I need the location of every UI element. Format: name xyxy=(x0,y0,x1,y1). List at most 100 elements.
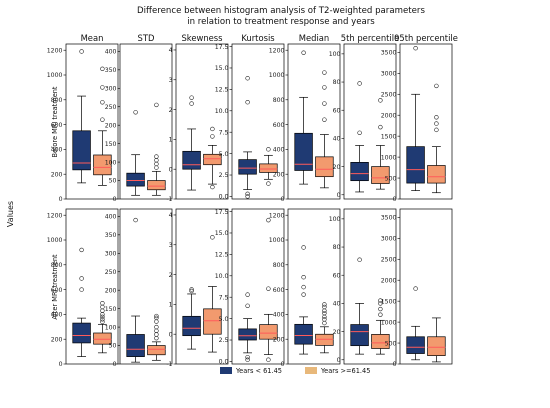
flier-point xyxy=(154,165,159,170)
box xyxy=(427,165,446,184)
flier-point xyxy=(154,158,159,163)
flier-point xyxy=(100,85,105,90)
panel-frame xyxy=(343,208,397,365)
y-tick-label: 2 xyxy=(169,107,173,114)
flier-point xyxy=(189,101,194,106)
flier-point xyxy=(322,304,327,310)
flier-point xyxy=(357,130,362,135)
y-tick-label: 2000 xyxy=(381,112,397,119)
box xyxy=(238,328,257,341)
box xyxy=(350,324,369,347)
panel-title: Median xyxy=(299,33,329,43)
panel-title: 5th percentile xyxy=(341,33,399,43)
y-tick-label: 17.5 xyxy=(215,209,229,216)
flier-point xyxy=(434,127,439,133)
box xyxy=(371,166,390,184)
flier-point xyxy=(100,312,105,317)
flier-point xyxy=(378,98,383,103)
y-tick-label: 150 xyxy=(105,306,117,313)
y-tick-label: 60 xyxy=(333,107,341,114)
panel-frame xyxy=(399,43,453,200)
flier-point xyxy=(357,81,362,86)
y-tick-label: 100 xyxy=(105,324,117,331)
flier-point xyxy=(154,313,159,319)
y-tick-label: 80 xyxy=(333,244,341,251)
flier-point xyxy=(301,284,306,290)
y-tick-label: 0.0 xyxy=(219,194,229,201)
flier-point xyxy=(322,310,327,316)
row-label-after: After MRI treatment xyxy=(51,254,59,320)
y-tick-label: 0 xyxy=(281,196,285,203)
flier-point xyxy=(378,124,383,130)
flier-point xyxy=(154,154,159,159)
y-tick-label: 400 xyxy=(273,312,285,319)
flier-point xyxy=(322,117,327,122)
y-tick-label: 4 xyxy=(169,47,173,54)
box xyxy=(72,130,91,171)
box xyxy=(126,172,145,187)
y-tick-label: 200 xyxy=(51,171,63,178)
y-tick-label: 12.5 xyxy=(215,252,229,259)
flier-point xyxy=(133,110,138,115)
flier-point xyxy=(245,194,250,199)
box xyxy=(315,156,334,178)
y-tick-label: 1200 xyxy=(269,212,285,219)
flier-point xyxy=(100,317,105,322)
legend-swatch-young xyxy=(220,367,232,374)
y-tick-label: 2.5 xyxy=(219,172,229,179)
flier-point xyxy=(301,275,306,280)
y-tick-label: 50 xyxy=(109,343,117,350)
flier-point xyxy=(154,332,159,337)
flier-point xyxy=(245,292,250,297)
flier-point xyxy=(154,161,159,167)
flier-point xyxy=(245,191,250,197)
y-tick-label: 1000 xyxy=(269,237,285,244)
y-tick-label: 20 xyxy=(333,164,341,171)
flier-point xyxy=(154,335,159,341)
y-tick-label: -1 xyxy=(166,361,172,368)
y-tick-label: 17.5 xyxy=(215,44,229,51)
y-tick-label: 4 xyxy=(169,212,173,219)
panel-frame xyxy=(65,43,119,200)
y-tick-label: 350 xyxy=(105,67,117,74)
y-tick-label: 400 xyxy=(273,147,285,154)
y-tick-label: 0 xyxy=(113,361,117,368)
flier-point xyxy=(378,312,383,317)
box xyxy=(72,322,91,344)
panel-frame xyxy=(231,43,285,200)
panel-frame xyxy=(119,43,173,200)
y-tick-label: 7.5 xyxy=(219,294,229,301)
y-tick-label: 600 xyxy=(273,287,285,294)
y-tick-label: 10.0 xyxy=(215,108,229,115)
row-label-before: Before MRI treatment xyxy=(51,86,59,157)
y-tick-label: 0 xyxy=(337,192,341,199)
box xyxy=(259,163,278,173)
flier-point xyxy=(210,126,215,132)
y-tick-label: 12.5 xyxy=(215,87,229,94)
flier-point xyxy=(378,298,383,303)
y-tick-label: 1 xyxy=(169,302,173,309)
legend-label-old: Years >=61.45 xyxy=(320,367,370,375)
y-tick-label: 250 xyxy=(105,104,117,111)
y-tick-label: 2.5 xyxy=(219,337,229,344)
y-tick-label: 100 xyxy=(329,51,341,58)
flier-point xyxy=(79,247,84,253)
flier-point xyxy=(100,319,105,325)
y-tick-label: 1200 xyxy=(269,47,285,54)
box xyxy=(406,146,425,184)
box xyxy=(427,336,446,356)
y-tick-label: 300 xyxy=(105,250,117,257)
y-tick-label: 60 xyxy=(333,272,341,279)
box xyxy=(350,162,369,182)
y-tick-label: 2 xyxy=(169,272,173,279)
panel-frame xyxy=(399,208,453,365)
flier-point xyxy=(154,324,159,330)
y-tick-label: 1000 xyxy=(47,72,63,79)
y-tick-label: 0 xyxy=(337,357,341,364)
panel-frame xyxy=(231,208,285,365)
y-tick-label: 800 xyxy=(273,262,285,269)
chart-title-line2: in relation to treatment response and ye… xyxy=(187,17,375,27)
y-tick-label: 800 xyxy=(51,97,63,104)
flier-point xyxy=(266,357,271,362)
panel-frame xyxy=(287,208,341,365)
